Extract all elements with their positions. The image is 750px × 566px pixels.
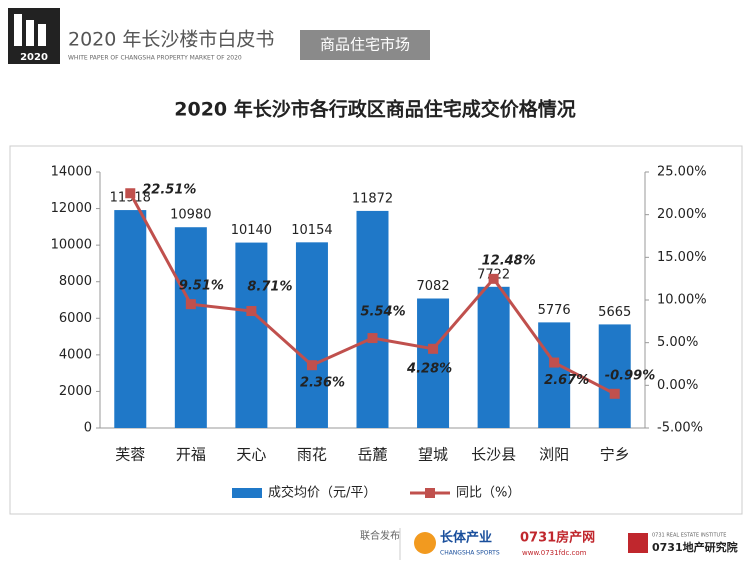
line-marker xyxy=(549,357,560,368)
y-tick-label: 6000 xyxy=(59,311,92,326)
partner-sub: 0731 REAL ESTATE INSTITUTE xyxy=(652,533,726,539)
bar-label: 10140 xyxy=(231,223,272,238)
x-tick-label: 雨花 xyxy=(297,446,327,464)
chart-frame xyxy=(9,145,743,515)
y-tick-label: 4000 xyxy=(59,347,92,362)
bar-label: 7082 xyxy=(417,279,450,294)
header-tag: 商品住宅市场 xyxy=(320,36,410,54)
line-marker xyxy=(367,333,378,344)
bar-label: 11872 xyxy=(352,191,393,206)
y2-tick-label: 25.00% xyxy=(657,165,707,180)
x-tick-label: 开福 xyxy=(176,446,206,464)
y-tick-label: 2000 xyxy=(59,384,92,399)
line-label: 9.51% xyxy=(179,279,224,294)
line-label: 2.67% xyxy=(544,373,589,388)
line-label: 8.71% xyxy=(247,280,292,295)
tag-box xyxy=(300,30,430,60)
y2-tick-label: 0.00% xyxy=(657,378,698,393)
y2-tick-label: -5.00% xyxy=(657,421,703,436)
bar xyxy=(417,298,450,428)
line-label: -0.99% xyxy=(605,368,656,383)
y-tick-label: 10000 xyxy=(51,238,92,253)
bar xyxy=(598,324,631,428)
partner-name: 长体产业 xyxy=(440,530,492,546)
footer-label: 联合发布 xyxy=(360,529,400,542)
x-tick-label: 长沙县 xyxy=(471,446,516,464)
x-tick-label: 岳麓 xyxy=(357,446,387,464)
line-label: 5.54% xyxy=(361,305,406,320)
bar xyxy=(114,210,147,428)
bar-label: 5776 xyxy=(538,303,571,318)
line-marker xyxy=(306,360,317,371)
header-subtitle: WHITE PAPER OF CHANGSHA PROPERTY MARKET … xyxy=(68,55,242,62)
y-tick-label: 12000 xyxy=(51,201,92,216)
legend-label: 同比（%） xyxy=(456,486,520,501)
chart-title: 2020 年长沙市各行政区商品住宅成交价格情况 xyxy=(174,98,576,121)
y2-tick-label: 15.00% xyxy=(657,250,707,265)
bar-label: 10154 xyxy=(291,223,332,238)
x-tick-label: 天心 xyxy=(236,446,266,464)
y-tick-label: 8000 xyxy=(59,274,92,289)
bar xyxy=(235,242,268,428)
line-marker xyxy=(246,306,257,317)
partner-name: 0731房产网 xyxy=(520,530,595,546)
bar-label: 5665 xyxy=(598,305,631,320)
x-tick-label: 浏阳 xyxy=(539,446,569,464)
bar xyxy=(538,322,571,428)
legend-label: 成交均价（元/平） xyxy=(268,485,376,501)
y2-tick-label: 5.00% xyxy=(657,335,698,350)
logo-bar xyxy=(14,14,22,46)
line-marker xyxy=(488,273,499,284)
legend-swatch xyxy=(232,488,262,498)
y2-tick-label: 20.00% xyxy=(657,207,707,222)
bar xyxy=(477,286,510,428)
x-tick-label: 望城 xyxy=(418,446,448,464)
partner-sub: CHANGSHA SPORTS xyxy=(440,550,500,557)
partner-logo xyxy=(628,533,648,553)
bar xyxy=(356,210,389,428)
y-tick-label: 0 xyxy=(84,421,92,436)
line-marker xyxy=(185,299,196,310)
line-marker xyxy=(125,188,136,199)
logo-bar xyxy=(26,20,34,46)
line-label: 12.48% xyxy=(482,253,536,268)
partner-name: 0731地产研究院 xyxy=(652,540,738,554)
y-tick-label: 14000 xyxy=(51,165,92,180)
bar xyxy=(174,227,207,428)
line-label: 2.36% xyxy=(300,376,345,391)
bar xyxy=(295,242,328,428)
line-label: 22.51% xyxy=(142,183,196,198)
bar-label: 10980 xyxy=(170,208,211,223)
logo-bar xyxy=(38,24,46,46)
logo-year: 2020 xyxy=(20,52,48,63)
line-marker xyxy=(428,343,439,354)
line-label: 4.28% xyxy=(406,361,452,376)
partner-sub: www.0731fdc.com xyxy=(522,549,587,557)
line-marker xyxy=(609,388,620,399)
header-title: 2020 年长沙楼市白皮书 xyxy=(68,29,274,51)
x-tick-label: 宁乡 xyxy=(600,446,630,464)
partner-logo xyxy=(414,532,436,554)
x-tick-label: 芙蓉 xyxy=(115,446,145,464)
y2-tick-label: 10.00% xyxy=(657,293,707,308)
legend-marker xyxy=(425,488,435,498)
